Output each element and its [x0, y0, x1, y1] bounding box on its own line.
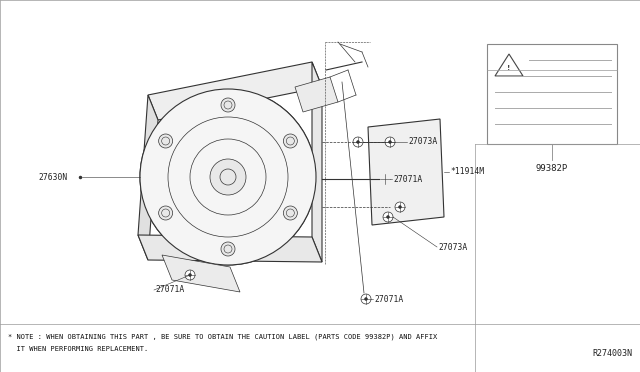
Circle shape	[356, 141, 360, 144]
Circle shape	[221, 242, 235, 256]
Circle shape	[140, 89, 316, 265]
Circle shape	[385, 137, 395, 147]
Text: 27071A: 27071A	[155, 285, 184, 295]
Text: 27071A: 27071A	[393, 174, 422, 183]
Circle shape	[388, 141, 392, 144]
Polygon shape	[148, 62, 322, 120]
Circle shape	[140, 89, 316, 265]
Circle shape	[185, 270, 195, 280]
Circle shape	[380, 174, 390, 184]
Text: R274003N: R274003N	[592, 349, 632, 358]
Polygon shape	[138, 95, 158, 260]
Circle shape	[221, 242, 235, 256]
Text: *11914M: *11914M	[450, 167, 484, 176]
Circle shape	[383, 212, 393, 222]
Circle shape	[284, 134, 298, 148]
Circle shape	[189, 273, 191, 276]
Circle shape	[159, 134, 173, 148]
Circle shape	[159, 206, 173, 220]
Circle shape	[159, 206, 173, 220]
Text: 27630N: 27630N	[38, 173, 67, 182]
Text: 27073A: 27073A	[438, 243, 467, 251]
Polygon shape	[295, 77, 338, 112]
Circle shape	[221, 98, 235, 112]
Circle shape	[221, 98, 235, 112]
Circle shape	[399, 205, 401, 208]
Circle shape	[383, 177, 387, 180]
Circle shape	[365, 298, 367, 301]
Text: * NOTE : WHEN OBTAINING THIS PART , BE SURE TO OBTAIN THE CAUTION LABEL (PARTS C: * NOTE : WHEN OBTAINING THIS PART , BE S…	[8, 334, 437, 340]
Circle shape	[361, 294, 371, 304]
Circle shape	[387, 215, 390, 218]
Text: 27073A: 27073A	[408, 138, 437, 147]
Circle shape	[395, 202, 405, 212]
Circle shape	[284, 134, 298, 148]
Text: 27071A: 27071A	[374, 295, 403, 304]
Circle shape	[353, 137, 363, 147]
Text: !: !	[508, 65, 511, 71]
Polygon shape	[368, 119, 444, 225]
Text: IT WHEN PERFORMING REPLACEMENT.: IT WHEN PERFORMING REPLACEMENT.	[8, 346, 148, 352]
Circle shape	[210, 159, 246, 195]
Circle shape	[284, 206, 298, 220]
FancyBboxPatch shape	[487, 44, 617, 144]
Polygon shape	[138, 235, 322, 262]
Circle shape	[284, 206, 298, 220]
Polygon shape	[312, 62, 322, 262]
Polygon shape	[162, 255, 240, 292]
Text: 99382P: 99382P	[536, 164, 568, 173]
Circle shape	[159, 134, 173, 148]
Circle shape	[210, 159, 246, 195]
